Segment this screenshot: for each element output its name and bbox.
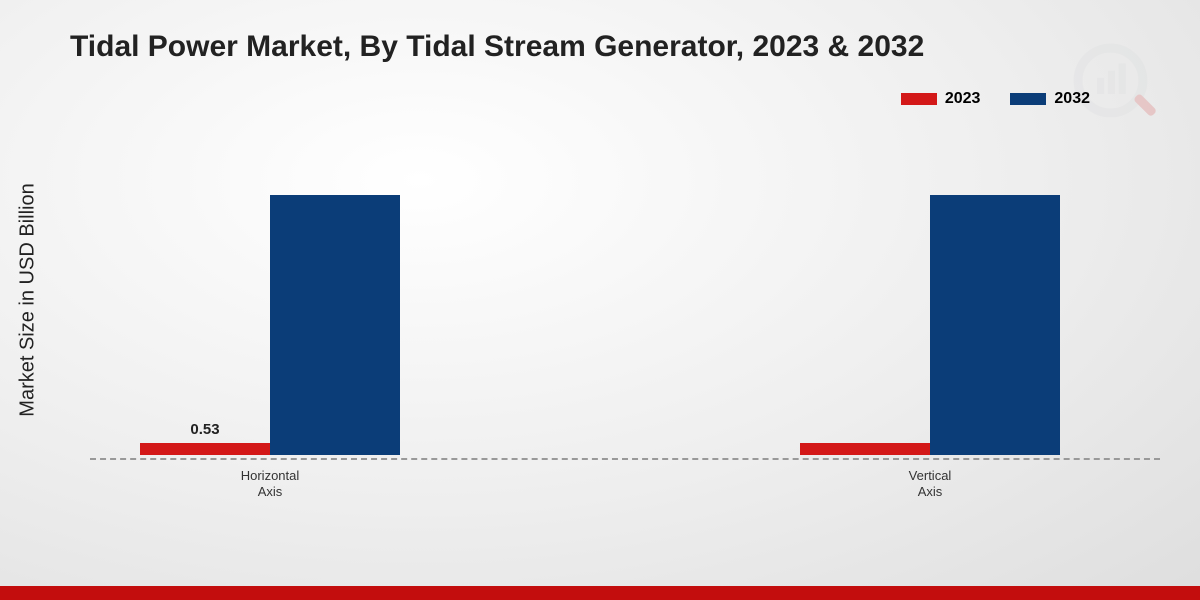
bar-2032-horizontal: [270, 195, 400, 455]
plot-area: 0.53 Horizontal Axis Vertical Axis: [90, 130, 1160, 510]
value-label: [930, 191, 1060, 195]
value-label: [270, 191, 400, 195]
legend-label-2023: 2023: [945, 90, 981, 108]
chart-container: Tidal Power Market, By Tidal Stream Gene…: [0, 0, 1200, 600]
bar-2023-horizontal: [140, 443, 270, 455]
x-category-label: Horizontal Axis: [241, 460, 300, 501]
legend-label-2032: 2032: [1054, 90, 1090, 108]
footer-accent-bar: [0, 586, 1200, 600]
bar-2032-vertical: [930, 195, 1060, 455]
x-category-label: Vertical Axis: [909, 460, 952, 501]
legend-swatch-2023: [901, 93, 937, 105]
legend: 2023 2032: [901, 90, 1090, 108]
legend-item-2032: 2032: [1010, 90, 1090, 108]
watermark-logo-icon: [1070, 40, 1160, 130]
chart-title: Tidal Power Market, By Tidal Stream Gene…: [70, 30, 924, 64]
value-label: 0.53: [140, 421, 270, 442]
legend-swatch-2032: [1010, 93, 1046, 105]
value-label: [800, 438, 930, 442]
bar-group-vertical-axis: Vertical Axis: [800, 195, 1060, 460]
legend-item-2023: 2023: [901, 90, 981, 108]
y-axis-label: Market Size in USD Billion: [17, 183, 40, 416]
bar-2023-vertical: [800, 443, 930, 455]
bar-group-horizontal-axis: 0.53 Horizontal Axis: [140, 195, 400, 460]
